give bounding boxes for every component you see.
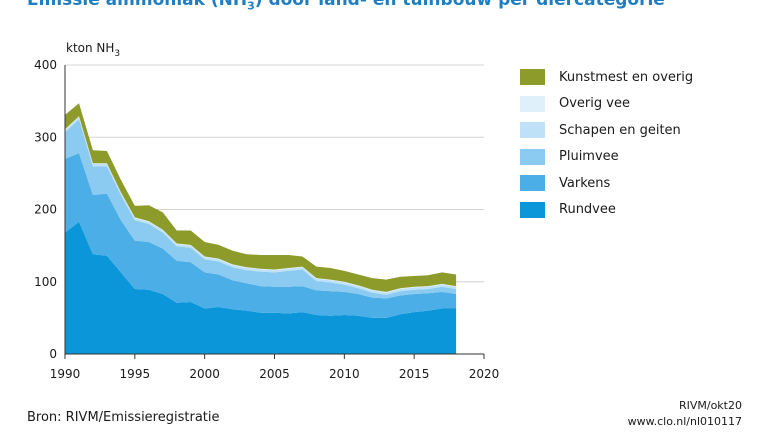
legend-swatch bbox=[520, 149, 545, 165]
legend-label: Kunstmest en overig bbox=[559, 70, 693, 85]
legend-label: Schapen en geiten bbox=[559, 123, 681, 138]
legend-label: Pluimvee bbox=[559, 149, 619, 164]
x-tick-label: 2020 bbox=[469, 367, 500, 381]
legend-swatch bbox=[520, 96, 545, 112]
legend-label: Varkens bbox=[559, 176, 610, 191]
legend-swatch bbox=[520, 175, 545, 191]
legend-item-overig-vee: Overig vee bbox=[520, 91, 693, 118]
y-tick-label: 0 bbox=[49, 347, 57, 361]
credit-url: www.clo.nl/nl010117 bbox=[628, 414, 742, 430]
legend-item-schapen-en-geiten: Schapen en geiten bbox=[520, 117, 693, 144]
legend-label: Overig vee bbox=[559, 96, 630, 111]
y-tick-label: 400 bbox=[34, 58, 57, 72]
y-tick-label: 200 bbox=[34, 203, 57, 217]
y-axis-label: kton NH3 bbox=[66, 41, 120, 59]
legend-item-varkens: Varkens bbox=[520, 170, 693, 197]
x-tick-label: 2005 bbox=[259, 367, 290, 381]
x-tick-label: 2015 bbox=[399, 367, 430, 381]
legend-item-rundvee: Rundvee bbox=[520, 197, 693, 224]
x-tick-label: 2010 bbox=[329, 367, 360, 381]
credit-block: RIVM/okt20 www.clo.nl/nl010117 bbox=[628, 398, 742, 430]
legend-swatch bbox=[520, 122, 545, 138]
legend-item-kunstmest-en-overig: Kunstmest en overig bbox=[520, 64, 693, 91]
y-tick-label: 300 bbox=[34, 130, 57, 144]
credit-date: RIVM/okt20 bbox=[628, 398, 742, 414]
chart-legend: Kunstmest en overig Overig vee Schapen en … bbox=[520, 64, 693, 223]
legend-item-pluimvee: Pluimvee bbox=[520, 144, 693, 171]
source-note: Bron: RIVM/Emissieregistratie bbox=[27, 410, 220, 425]
legend-swatch bbox=[520, 69, 545, 85]
legend-swatch bbox=[520, 202, 545, 218]
x-tick-label: 2000 bbox=[189, 367, 220, 381]
x-tick-label: 1990 bbox=[50, 367, 81, 381]
x-tick-label: 1995 bbox=[120, 367, 151, 381]
y-tick-label: 100 bbox=[34, 275, 57, 289]
legend-label: Rundvee bbox=[559, 202, 616, 217]
